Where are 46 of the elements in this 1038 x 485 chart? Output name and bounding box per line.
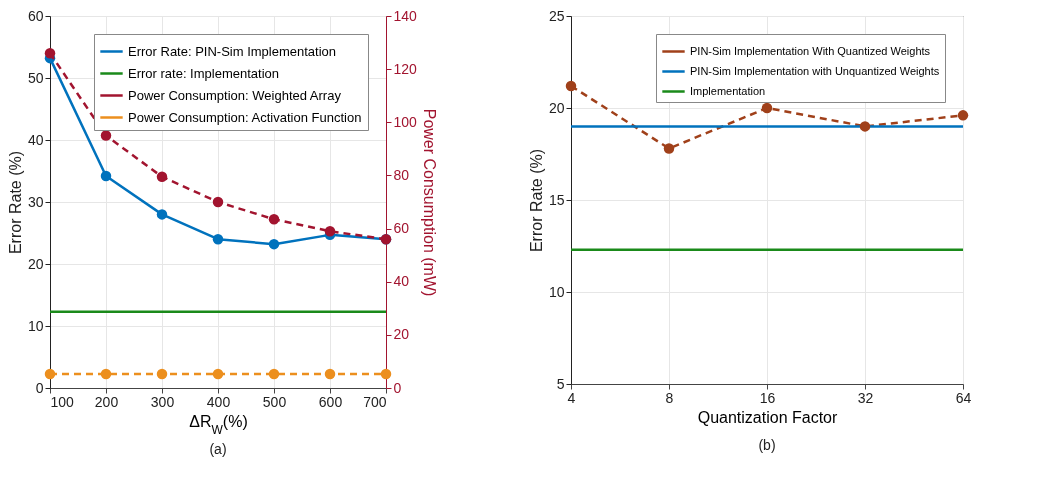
y-axis-title: Error Rate (%) bbox=[6, 150, 24, 255]
y-tick-label: 10 bbox=[27, 317, 44, 334]
legend-label: Power Consumption: Activation Function bbox=[128, 109, 362, 125]
y-tick-label: 40 bbox=[27, 131, 44, 148]
x-tick-label: 700 bbox=[363, 393, 387, 410]
legend-label: Error Rate: PIN-Sim Implementation bbox=[128, 43, 337, 59]
y-tick-label: 20 bbox=[27, 255, 44, 272]
legend-label: Power Consumption: Weighted Array bbox=[128, 87, 342, 103]
x-tick-label: 400 bbox=[206, 393, 231, 410]
y-tick-label: 15 bbox=[548, 191, 565, 208]
legend-label: PIN-Sim Implementation with Unquantized Weights bbox=[690, 64, 940, 77]
x-axis-title: ΔR$_{W}$(%) bbox=[189, 412, 248, 437]
y-tick-label: 60 bbox=[27, 7, 44, 24]
y-tick-label: 20 bbox=[548, 99, 565, 116]
x-tick-label: 300 bbox=[150, 393, 175, 410]
y-tick-label: 50 bbox=[27, 69, 44, 86]
x-tick-label: 64 bbox=[955, 389, 972, 406]
x-tick-label: 32 bbox=[857, 389, 874, 406]
x-tick-label: 600 bbox=[318, 393, 343, 410]
legend-label: Implementation bbox=[690, 84, 766, 97]
y2-tick-label: 60 bbox=[393, 220, 410, 237]
x-tick-label: 8 bbox=[665, 389, 674, 406]
y2-tick-label: 40 bbox=[393, 273, 410, 290]
x-tick-label: 16 bbox=[759, 389, 776, 406]
legend-label: PIN-Sim Implementation With Quantized Weights bbox=[690, 44, 931, 57]
y2-tick-label: 100 bbox=[393, 113, 418, 130]
y2-axis-title: Power Consumption (mW) bbox=[420, 108, 438, 297]
legend-label: Error rate: Implementation bbox=[128, 65, 280, 81]
x-tick-label: 100 bbox=[50, 393, 75, 410]
y-tick-label: 25 bbox=[548, 7, 565, 24]
y-tick-label: 5 bbox=[556, 375, 565, 392]
y2-tick-label: 120 bbox=[393, 60, 418, 77]
text: (b) bbox=[758, 437, 776, 453]
x-axis-title: Quantization Factor bbox=[697, 408, 838, 426]
text: (a) bbox=[209, 441, 227, 457]
y2-tick-label: 80 bbox=[393, 166, 410, 183]
y-tick-label: 10 bbox=[548, 283, 565, 300]
y-tick-label: 30 bbox=[27, 193, 44, 210]
y-tick-label: 0 bbox=[35, 379, 44, 396]
y2-tick-label: 20 bbox=[393, 326, 410, 343]
y2-tick-label: 140 bbox=[393, 7, 418, 24]
y-axis-title: Error Rate (%) bbox=[527, 148, 545, 253]
x-tick-label: 4 bbox=[567, 389, 576, 406]
x-tick-label: 200 bbox=[94, 393, 119, 410]
y2-tick-label: 0 bbox=[393, 379, 402, 396]
x-tick-label: 500 bbox=[262, 393, 287, 410]
